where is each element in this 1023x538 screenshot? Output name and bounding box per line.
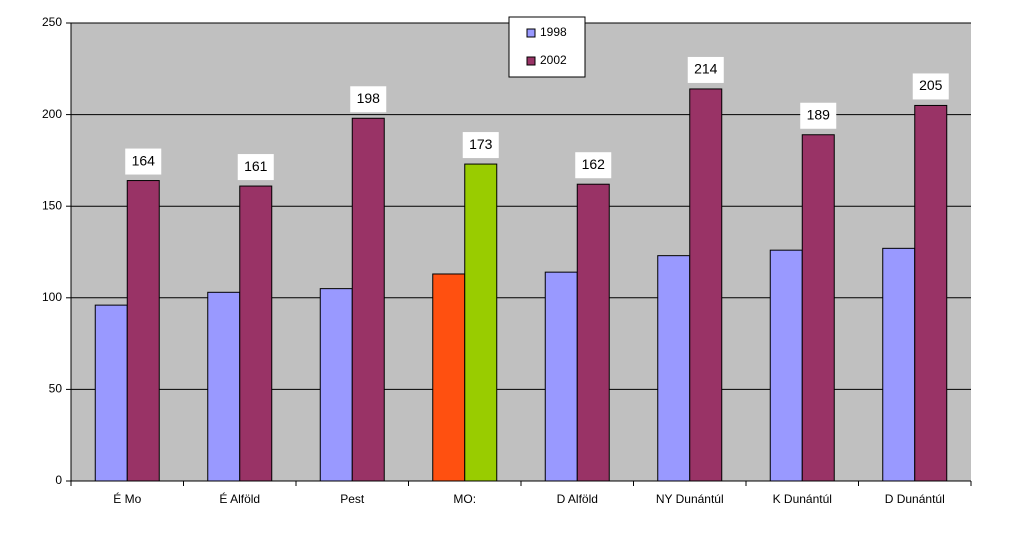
value-label: 162	[582, 156, 606, 172]
legend-box	[508, 16, 586, 78]
value-label: 205	[919, 77, 943, 93]
bar	[657, 255, 691, 482]
value-label-box	[687, 56, 724, 83]
plot-area	[71, 23, 971, 481]
bar	[689, 88, 723, 482]
bar	[351, 117, 385, 482]
value-label: 173	[469, 136, 493, 152]
legend-label: 2002	[540, 53, 567, 67]
x-tick-label: D Alföld	[557, 492, 598, 506]
y-tick-label: 200	[42, 107, 62, 121]
bar	[464, 163, 498, 482]
y-tick-label: 100	[42, 290, 62, 304]
value-label-box	[462, 132, 499, 159]
value-label: 164	[132, 152, 156, 168]
bar	[239, 185, 273, 482]
value-label-box	[237, 154, 274, 181]
value-label: 198	[357, 90, 381, 106]
y-tick-label: 0	[55, 473, 62, 487]
value-label-box	[912, 73, 949, 100]
bar	[94, 304, 128, 482]
bar	[576, 183, 610, 482]
bar	[319, 288, 353, 482]
value-label: 161	[244, 158, 268, 174]
bar	[769, 249, 803, 482]
y-tick-label: 150	[42, 198, 62, 212]
x-tick-label: É Alföld	[219, 491, 260, 506]
y-tick-label: 50	[49, 382, 63, 396]
value-label: 189	[807, 106, 831, 122]
x-tick-label: É Mo	[113, 491, 141, 506]
value-label-box	[800, 102, 837, 129]
x-tick-label: Pest	[340, 492, 365, 506]
bar	[207, 291, 241, 482]
value-label-box	[125, 148, 162, 175]
x-tick-label: NY Dunántúl	[656, 492, 724, 506]
value-label-box	[350, 86, 387, 113]
y-tick-label: 250	[42, 15, 62, 29]
bar	[882, 247, 916, 482]
x-tick-label: K Dunántúl	[773, 492, 832, 506]
bar	[544, 271, 578, 482]
bar	[432, 273, 466, 482]
legend-label: 1998	[540, 25, 567, 39]
x-tick-label: MO:	[453, 492, 476, 506]
value-label-box	[575, 152, 612, 179]
bar	[126, 180, 160, 482]
legend-swatch	[526, 56, 536, 66]
legend-swatch	[526, 28, 536, 38]
value-label: 214	[694, 61, 718, 77]
bar	[801, 134, 835, 482]
x-tick-label: D Dunántúl	[885, 492, 945, 506]
bar	[914, 104, 948, 482]
